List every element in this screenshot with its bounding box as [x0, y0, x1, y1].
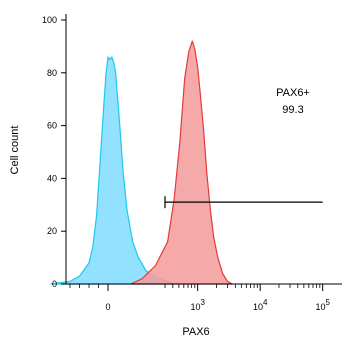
series-1-area [50, 56, 175, 285]
gate-percent-label: 99.3 [282, 104, 303, 116]
series-2-area [130, 40, 233, 285]
axis-layer [65, 14, 342, 285]
x-axis-title: PAX6 [182, 326, 209, 338]
x-tick-label: 0 [105, 302, 110, 312]
y-tick-label: 20 [47, 226, 57, 236]
gate: PAX6+ 99.3 [164, 87, 323, 209]
series-layer [50, 40, 233, 285]
y-tick-label: 100 [42, 15, 57, 25]
y-tick-label: 0 [52, 279, 57, 289]
y-tick-label: 40 [47, 173, 57, 183]
x-ticks: 0 103 104 105 [69, 284, 330, 312]
x-tick-label: 105 [315, 298, 330, 312]
y-ticks: 0 20 40 60 80 100 [42, 15, 66, 289]
y-tick-label: 80 [47, 68, 57, 78]
x-tick-label: 103 [190, 298, 205, 312]
y-axis-title: Cell count [9, 126, 21, 175]
y-tick-label: 60 [47, 121, 57, 131]
x-tick-label: 104 [253, 298, 268, 312]
gate-name-label: PAX6+ [276, 87, 310, 99]
